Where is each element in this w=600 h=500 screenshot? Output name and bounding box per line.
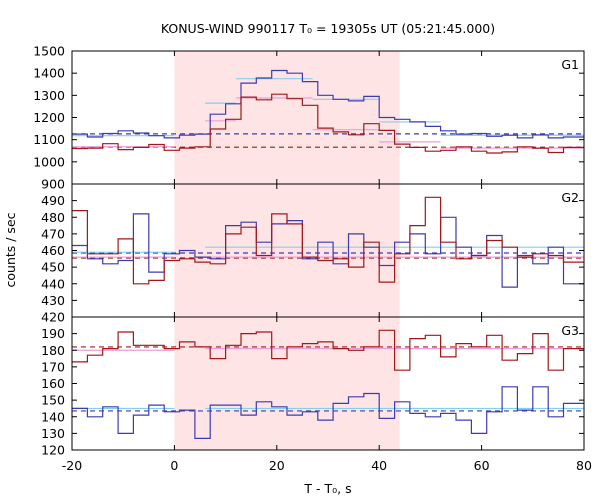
- x-tick-label: -20: [62, 458, 82, 473]
- y-tick-label: 130: [41, 426, 65, 441]
- panels-layer: 900100011001200130014001500G142043044045…: [33, 44, 592, 474]
- y-tick-label: 140: [41, 409, 65, 424]
- y-tick-label: 490: [41, 193, 65, 208]
- y-tick-label: 1400: [33, 66, 65, 81]
- y-tick-label: 450: [41, 260, 65, 275]
- y-tick-label: 150: [41, 393, 65, 408]
- y-tick-label: 190: [41, 326, 65, 341]
- y-tick-label: 120: [41, 443, 65, 458]
- x-tick-label: 80: [576, 458, 592, 473]
- y-tick-label: 480: [41, 210, 65, 225]
- series-blue-line: [72, 69, 584, 139]
- y-tick-label: 180: [41, 343, 65, 358]
- y-tick-label: 160: [41, 376, 65, 391]
- series-red-line: [72, 93, 584, 154]
- y-tick-label: 440: [41, 276, 65, 291]
- x-axis: -20 0 20 40 60 80: [62, 458, 592, 473]
- x-axis-label: T - T₀, s: [303, 481, 351, 496]
- y-tick-label: 170: [41, 359, 65, 374]
- x-tick-label: 0: [170, 458, 178, 473]
- series-blue-line: [72, 213, 584, 288]
- y-tick-label: 1200: [33, 110, 65, 125]
- panel-g1: 900 1000 1100 1200 1300 1400 1500 G1: [33, 44, 585, 192]
- x-tick-label: 40: [371, 458, 387, 473]
- y-tick-label: 1000: [33, 154, 65, 169]
- y-tick-label: 1100: [33, 132, 65, 147]
- y-tick-label: 420: [41, 310, 65, 325]
- plot-area: [72, 329, 584, 439]
- y-axis-label: counts / sec: [3, 212, 18, 287]
- plot-area: [72, 196, 584, 288]
- chart-title: KONUS-WIND 990117 T₀ = 19305s UT (05:21:…: [161, 21, 495, 36]
- series-red-line: [72, 196, 584, 285]
- shaded-interval: [174, 51, 400, 450]
- y-tick-label: 460: [41, 243, 65, 258]
- y-tick-label: 1500: [33, 44, 65, 59]
- y-tick-label: 470: [41, 226, 65, 241]
- x-tick-label: 60: [474, 458, 490, 473]
- y-tick-label: 900: [41, 177, 65, 192]
- panel-label: G1: [561, 57, 579, 72]
- plot-area: [72, 69, 584, 154]
- x-tick-label: 20: [269, 458, 285, 473]
- y-tick-label: 430: [41, 293, 65, 308]
- series-red-line: [72, 329, 584, 371]
- series-blue-line: [72, 386, 584, 439]
- panel-label: G3: [561, 323, 579, 338]
- y-tick-label: 1300: [33, 88, 65, 103]
- panel-label: G2: [561, 190, 579, 205]
